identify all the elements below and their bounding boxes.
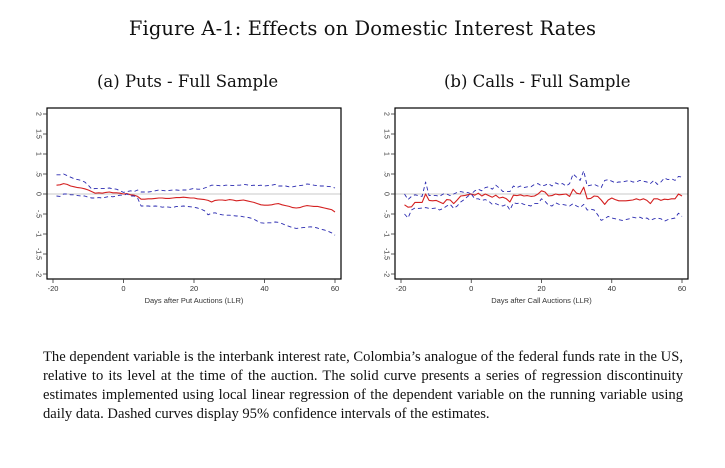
y-tick-label: 1: [383, 152, 390, 156]
x-tick-label: 40: [608, 284, 616, 293]
x-tick-label: 0: [469, 284, 473, 293]
y-tick-label: -1: [35, 231, 42, 237]
x-tick-label: 60: [678, 284, 686, 293]
x-tick-label: 20: [537, 284, 545, 293]
x-tick-label: 40: [260, 284, 268, 293]
series-line-estimate: [56, 183, 336, 213]
x-tick-label: 60: [331, 284, 339, 293]
series-line-lower-ci: [404, 193, 683, 222]
y-tick-label: -.5: [383, 210, 390, 218]
x-tick-label: -20: [48, 284, 59, 293]
figure-caption: The dependent variable is the interbank …: [43, 349, 683, 422]
x-axis-label: Days after Put Auctions (LLR): [145, 296, 244, 305]
series-line-lower-ci: [56, 193, 336, 236]
y-tick-label: .5: [383, 171, 390, 177]
subplot-title-calls: (b) Calls - Full Sample: [444, 72, 631, 91]
subplot-title-puts: (a) Puts - Full Sample: [97, 72, 279, 91]
series-line-upper-ci: [56, 173, 336, 193]
y-tick-label: .5: [35, 171, 42, 177]
y-tick-label: 2: [383, 112, 390, 116]
y-tick-label: 1.5: [383, 129, 390, 139]
y-tick-label: -1: [383, 231, 390, 237]
series-line-estimate: [404, 186, 683, 208]
x-tick-label: -20: [396, 284, 407, 293]
x-tick-label: 0: [121, 284, 125, 293]
y-tick-label: -2: [35, 271, 42, 277]
x-axis-label: Days after Call Auctions (LLR): [491, 296, 592, 305]
y-tick-label: 0: [383, 192, 390, 196]
series-line-upper-ci: [404, 170, 683, 201]
y-tick-label: -1.5: [35, 248, 42, 260]
x-tick-label: 20: [190, 284, 198, 293]
y-tick-label: 2: [35, 112, 42, 116]
y-tick-label: -1.5: [383, 248, 390, 260]
chart-calls-full-sample: -2 -1.5 -1 -.5 0 .5 1 1.5 2 -20 0 20 40 60 Days after …: [383, 107, 689, 305]
figure-title: Figure A-1: Effects on Domestic Interest…: [128, 17, 597, 40]
y-tick-label: -2: [383, 271, 390, 277]
chart-puts-full-sample: -2 -1.5 -1 -.5 0 .5 1 1.5 2 -20 0 20 40 60 Days after …: [35, 107, 342, 305]
y-tick-label: 1.5: [35, 129, 42, 139]
y-tick-label: 1: [35, 152, 42, 156]
y-tick-label: 0: [35, 192, 42, 196]
y-tick-label: -.5: [35, 210, 42, 218]
